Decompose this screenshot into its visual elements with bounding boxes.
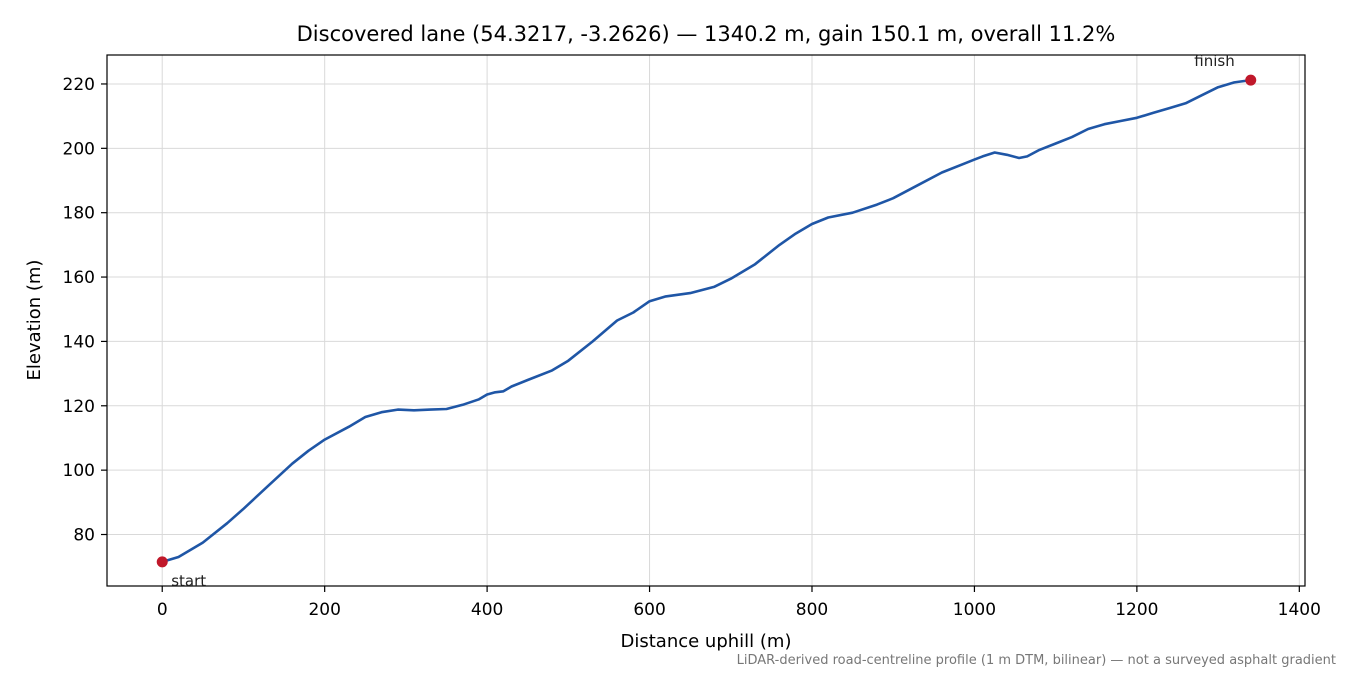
marker-layer: start finish — [156, 52, 1257, 590]
y-tick-label: 180 — [63, 204, 95, 224]
y-axis-label: Elevation (m) — [24, 260, 45, 381]
x-tick-label: 400 — [471, 600, 503, 620]
footnote: LiDAR-derived road-centreline profile (1… — [737, 653, 1336, 668]
axis-ticks: 0 200 400 600 800 1000 1200 1400 80 100 120 140 160 1… — [63, 75, 1321, 620]
y-tick-label: 80 — [73, 526, 95, 546]
plot-frame — [106, 54, 1306, 587]
y-tick-label: 160 — [63, 268, 95, 288]
chart-title: Discovered lane (54.3217, -3.2626) — 134… — [297, 22, 1116, 46]
y-tick-label: 220 — [63, 75, 95, 95]
y-tick-label: 200 — [63, 139, 95, 159]
y-tick-label: 120 — [63, 397, 95, 417]
x-tick-label: 200 — [308, 600, 340, 620]
series-layer — [161, 78, 1251, 564]
finish-marker — [1245, 74, 1257, 86]
x-tick-label: 1400 — [1278, 600, 1321, 620]
x-tick-label: 1200 — [1115, 600, 1158, 620]
y-tick-label: 140 — [63, 332, 95, 352]
grid — [107, 55, 1305, 586]
y-tick-label: 100 — [63, 461, 95, 481]
finish-label: finish — [1194, 52, 1234, 70]
start-marker — [156, 556, 168, 568]
x-tick-label: 0 — [157, 600, 168, 620]
start-label: start — [171, 572, 206, 590]
x-tick-label: 1000 — [953, 600, 996, 620]
x-tick-label: 800 — [796, 600, 828, 620]
x-tick-label: 600 — [633, 600, 665, 620]
x-axis-label: Distance uphill (m) — [621, 631, 792, 652]
elevation-line — [161, 78, 1251, 564]
